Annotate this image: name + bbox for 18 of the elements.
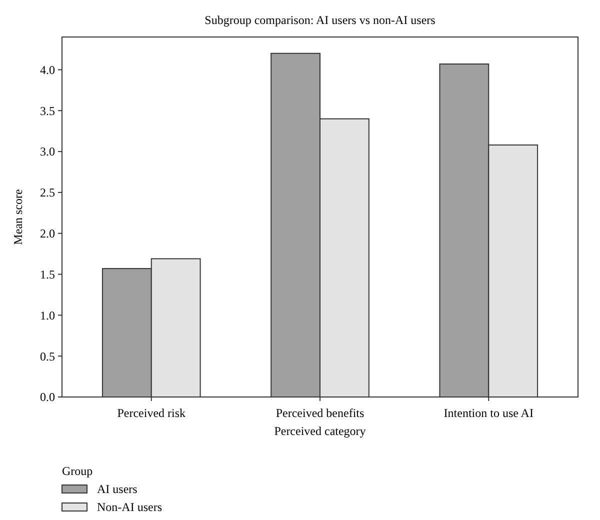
legend-label: AI users — [97, 482, 138, 496]
y-axis-title: Mean score — [11, 189, 25, 245]
x-axis-title: Perceived category — [274, 424, 366, 438]
x-tick-label: Perceived benefits — [276, 406, 364, 420]
y-tick-label: 4.0 — [40, 62, 55, 77]
legend-title: Group — [62, 464, 93, 478]
y-tick-label: 2.0 — [40, 226, 55, 241]
y-tick-label: 3.0 — [40, 144, 55, 159]
y-tick-label: 1.0 — [40, 308, 55, 322]
legend-label: Non-AI users — [97, 500, 162, 514]
x-tick-label: Perceived risk — [117, 406, 186, 420]
y-tick-label: 0.5 — [40, 349, 55, 364]
y-tick-label: 3.5 — [40, 104, 55, 118]
y-tick-label: 1.5 — [40, 267, 55, 282]
y-tick-label: 2.5 — [40, 186, 55, 200]
chart-title: Subgroup comparison: AI users vs non-AI users — [204, 13, 436, 27]
x-tick-label: Intention to use AI — [444, 406, 534, 420]
y-tick-label: 0.0 — [40, 390, 55, 404]
